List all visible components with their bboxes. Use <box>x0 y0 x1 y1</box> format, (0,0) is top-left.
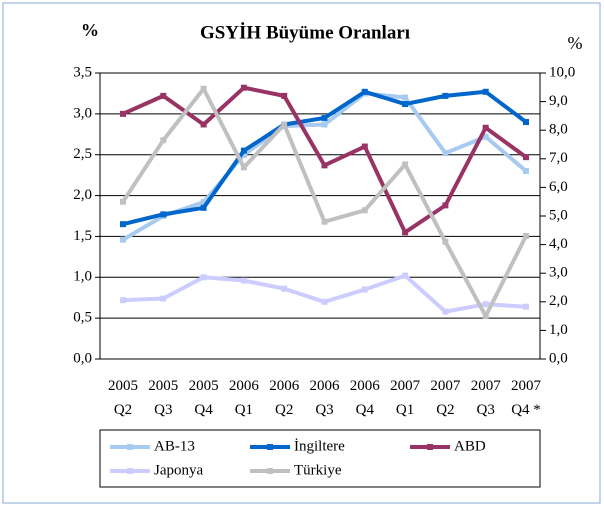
legend-marker <box>267 444 273 450</box>
y2-tick-label: 4,0 <box>549 236 568 252</box>
legend-marker <box>427 444 433 450</box>
y2-tick-label: 7,0 <box>549 150 568 166</box>
legend-marker <box>267 468 273 474</box>
y2-tick-label: 6,0 <box>549 179 568 195</box>
y-tick-label: 1,5 <box>73 228 92 244</box>
legend-label: İngiltere <box>294 438 345 454</box>
legend-label: Türkiye <box>294 462 342 478</box>
legend-label: Japonya <box>154 462 203 478</box>
x-tick-label: 2007 Q3 <box>471 378 502 418</box>
y2-tick-label: 5,0 <box>549 207 568 223</box>
point <box>281 92 288 99</box>
point <box>200 199 207 206</box>
point <box>442 150 449 157</box>
point <box>160 92 167 99</box>
point <box>402 229 409 236</box>
point <box>402 161 409 168</box>
point <box>482 133 489 140</box>
point <box>361 286 368 293</box>
x-tick-label: 2007 Q1 <box>390 378 421 418</box>
point <box>321 162 328 169</box>
y-tick-label: 3,0 <box>73 105 92 121</box>
point <box>442 238 449 245</box>
y2-tick-label: 2,0 <box>549 293 568 309</box>
x-tick-label: 2006 Q1 <box>229 378 260 418</box>
point <box>240 164 247 171</box>
x-tick-label: 2005 Q4 <box>189 378 219 418</box>
legend-box <box>99 429 541 488</box>
y-tick-label: 0,0 <box>73 350 92 366</box>
point <box>482 313 489 320</box>
point <box>281 121 288 128</box>
point <box>160 295 167 302</box>
point <box>402 272 409 279</box>
point <box>442 92 449 99</box>
point <box>482 301 489 308</box>
point <box>361 207 368 214</box>
point <box>160 137 167 144</box>
point <box>200 85 207 92</box>
x-tick-label: 2005 Q3 <box>148 378 178 418</box>
point <box>523 154 529 161</box>
x-tick-label: 2006 Q2 <box>269 378 300 418</box>
y2-tick-label: 0,0 <box>549 350 568 366</box>
x-tick-label: 2006 Q4 <box>350 378 381 418</box>
point <box>361 88 368 95</box>
point <box>120 198 126 205</box>
point <box>120 236 126 243</box>
y-tick-label: 1,0 <box>73 269 92 285</box>
point <box>281 285 288 292</box>
point <box>240 151 247 158</box>
point <box>321 218 328 225</box>
y2-tick-label: 9,0 <box>549 93 568 109</box>
point <box>402 101 409 108</box>
point <box>321 298 328 305</box>
y2-tick-label: 1,0 <box>549 322 568 338</box>
y-tick-label: 0,5 <box>73 310 92 326</box>
point <box>240 277 247 284</box>
point <box>523 233 529 240</box>
point <box>200 121 207 128</box>
point <box>240 147 247 154</box>
point <box>200 204 207 211</box>
legend-marker <box>127 444 133 450</box>
legend-label: ABD <box>454 438 486 454</box>
point <box>321 114 328 121</box>
point <box>361 143 368 150</box>
point <box>200 274 207 281</box>
x-tick-label: 2005 Q2 <box>108 378 138 418</box>
y-tick-label: 2,5 <box>73 146 92 162</box>
legend-label: AB-13 <box>154 438 195 454</box>
y2-tick-label: 8,0 <box>549 122 568 138</box>
point <box>523 303 529 310</box>
point <box>442 308 449 315</box>
y-tick-label: 3,5 <box>73 64 92 80</box>
legend-marker <box>127 468 133 474</box>
x-tick-label: 2007 Q2 <box>430 378 461 418</box>
x-tick-label: 2006 Q3 <box>310 378 341 418</box>
point <box>240 84 247 91</box>
point <box>442 202 449 209</box>
y-tick-label: 2,0 <box>73 187 92 203</box>
point <box>120 297 126 304</box>
point <box>160 211 167 218</box>
point <box>120 110 126 117</box>
point <box>402 94 409 101</box>
point <box>120 221 126 228</box>
point <box>482 124 489 131</box>
x-tick-label: 2007 Q4 * <box>511 378 542 418</box>
point <box>523 168 529 175</box>
point <box>482 88 489 95</box>
chart-frame <box>2 2 601 504</box>
point <box>523 119 529 126</box>
y-axis-label: % <box>81 20 99 40</box>
chart-title: GSYİH Büyüme Oranları <box>200 22 410 43</box>
y2-tick-label: 3,0 <box>549 265 568 281</box>
y2-tick-label: 10,0 <box>549 64 575 80</box>
point <box>321 121 328 128</box>
y2-axis-label: % <box>568 33 583 53</box>
